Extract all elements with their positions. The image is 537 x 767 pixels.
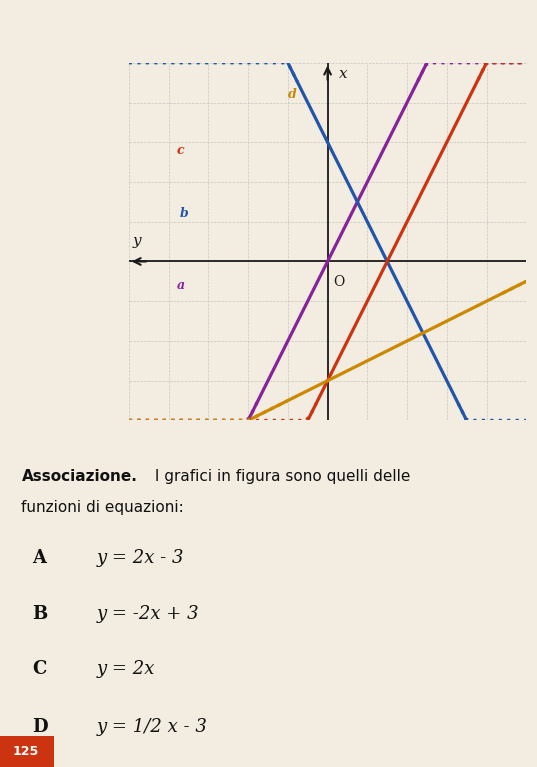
Text: y = 2x - 3: y = 2x - 3 — [97, 549, 184, 568]
Text: funzioni di equazioni:: funzioni di equazioni: — [21, 500, 184, 515]
Text: y = 2x: y = 2x — [97, 660, 155, 678]
Text: O: O — [333, 275, 345, 289]
Text: b: b — [180, 207, 189, 220]
Text: y: y — [133, 234, 141, 248]
Text: c: c — [177, 143, 184, 156]
Text: d: d — [287, 88, 296, 101]
Text: x: x — [339, 67, 347, 81]
Text: D: D — [32, 718, 48, 736]
Text: y = 1/2 x - 3: y = 1/2 x - 3 — [97, 718, 207, 736]
FancyBboxPatch shape — [0, 736, 54, 767]
Text: B: B — [32, 604, 47, 623]
Text: 125: 125 — [12, 746, 38, 758]
Text: A: A — [32, 549, 46, 568]
Text: C: C — [32, 660, 47, 678]
Text: I grafici in figura sono quelli delle: I grafici in figura sono quelli delle — [150, 469, 411, 485]
Text: a: a — [177, 279, 185, 291]
Text: Associazione.: Associazione. — [21, 469, 137, 485]
Text: y = -2x + 3: y = -2x + 3 — [97, 604, 199, 623]
